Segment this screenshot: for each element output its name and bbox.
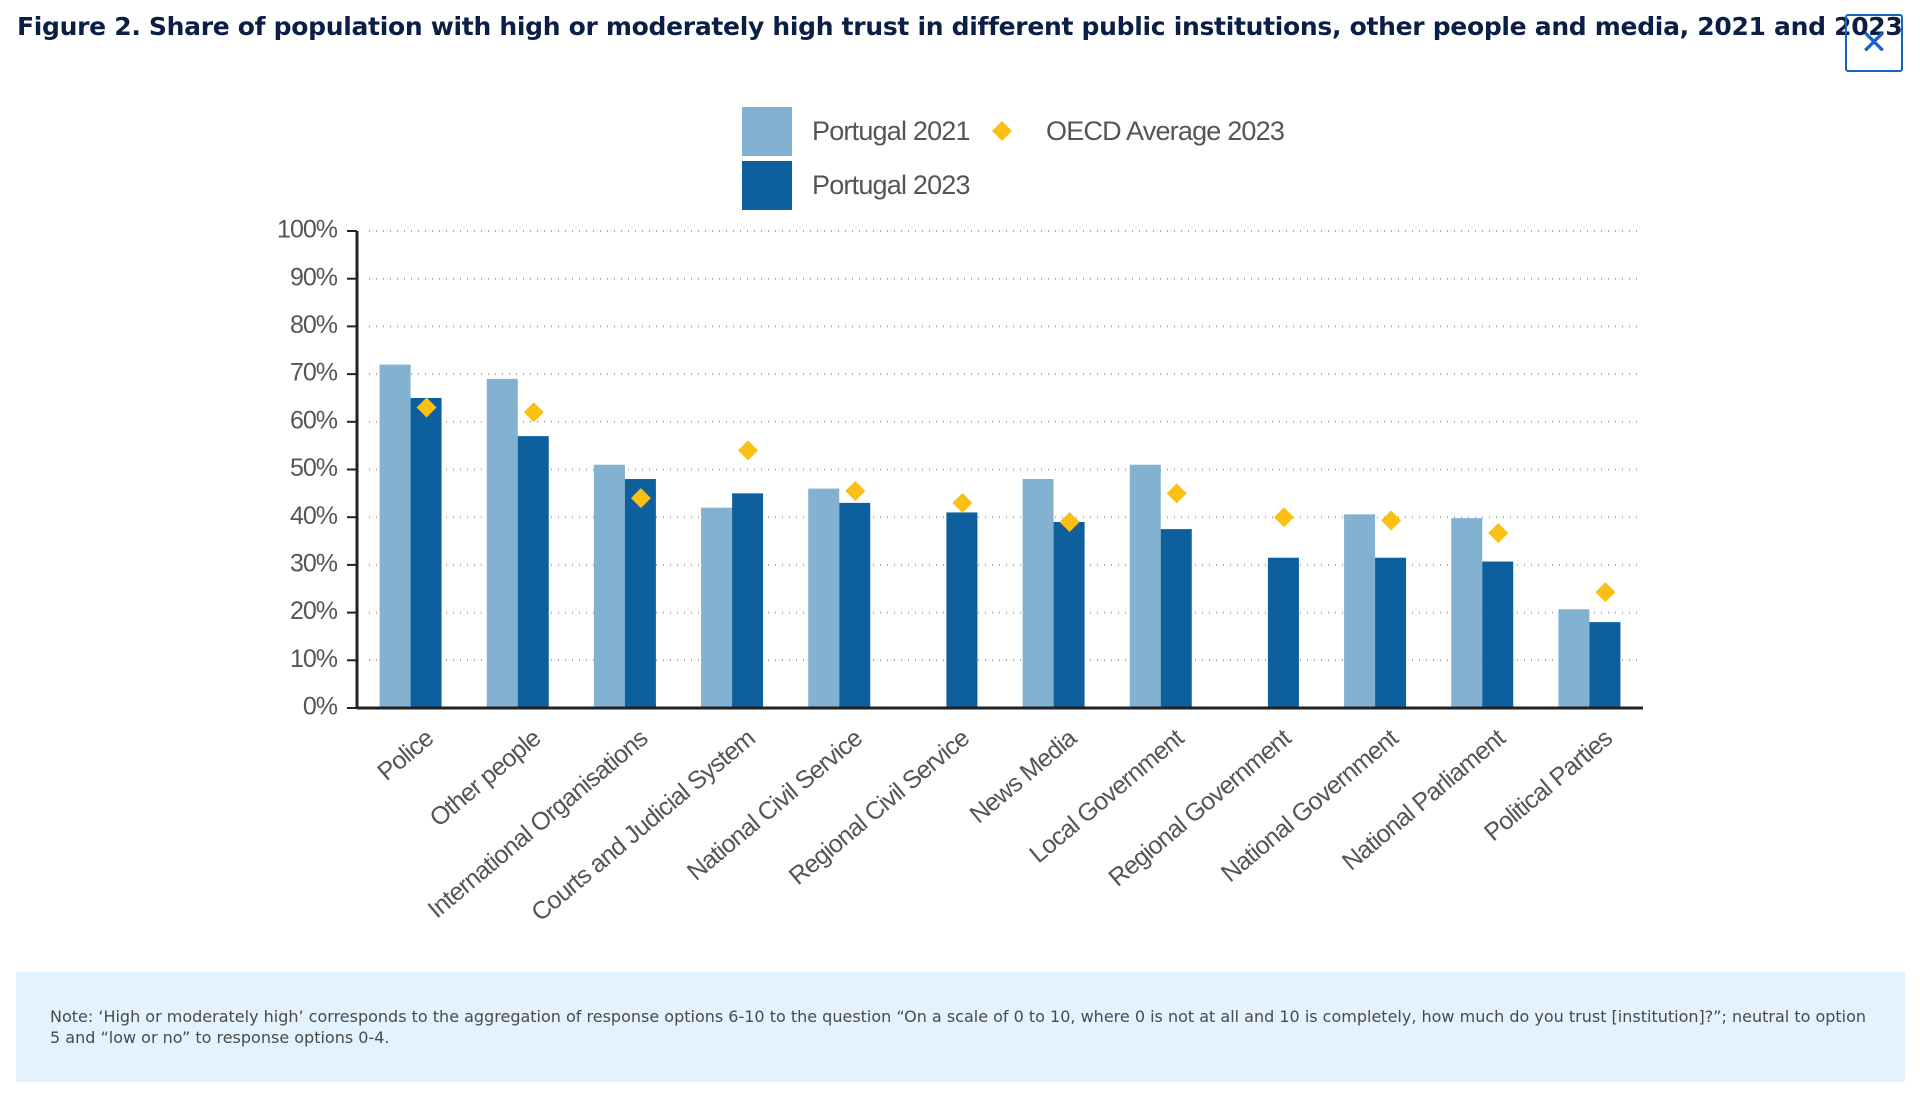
bar — [839, 502, 871, 708]
bar — [1482, 561, 1514, 708]
x-tick-label: Regional Civil Service — [784, 724, 975, 890]
marker — [845, 480, 866, 501]
bar — [1451, 518, 1483, 708]
y-tick-label: 10% — [290, 645, 338, 673]
marker — [1381, 510, 1402, 531]
bar — [486, 378, 518, 708]
bar — [732, 493, 764, 708]
bar — [808, 488, 840, 708]
x-tick-label: Police — [372, 724, 438, 786]
y-tick-label: 20% — [290, 597, 338, 625]
y-tick-label: 0% — [303, 693, 338, 721]
marker — [630, 488, 651, 509]
bar — [1267, 557, 1299, 708]
x-tick-label: International Organisations — [423, 724, 654, 924]
bar — [1558, 609, 1590, 708]
marker — [1488, 522, 1509, 543]
x-tick-label: Courts and Judicial System — [526, 724, 760, 927]
x-tick-label: National Civil Service — [682, 724, 867, 886]
marker — [1166, 483, 1187, 504]
marker — [416, 397, 437, 418]
legend-label: Portugal 2021 — [812, 116, 970, 146]
bar — [379, 364, 411, 708]
legend-label: OECD Average 2023 — [1046, 116, 1284, 146]
bar — [1160, 529, 1192, 708]
y-tick-label: 60% — [290, 406, 338, 434]
x-tick-label: Regional Government — [1103, 724, 1296, 893]
y-tick-label: 90% — [290, 263, 338, 291]
note: Note: ‘High or moderately high’ correspo… — [16, 972, 1905, 1082]
legend-swatch — [742, 161, 792, 210]
y-tick-label: 80% — [290, 311, 338, 339]
bar — [517, 436, 549, 708]
marker — [1059, 511, 1080, 532]
close-button[interactable]: ✕ — [1845, 14, 1903, 72]
y-tick-label: 70% — [290, 359, 338, 387]
marker — [523, 402, 544, 423]
y-tick-label: 40% — [290, 502, 338, 530]
y-tick-label: 100% — [277, 216, 338, 244]
legend-marker — [992, 121, 1012, 141]
marker — [1595, 582, 1616, 603]
bar — [1589, 622, 1621, 708]
legend-label: Portugal 2023 — [812, 170, 970, 200]
y-tick-label: 30% — [290, 550, 338, 578]
bar — [410, 397, 442, 708]
chart: 0% 10% 20% 30% 40% 50% 60% 70% 80% 90% 100% Police O… — [277, 107, 1643, 927]
bar — [593, 464, 625, 708]
marker — [738, 440, 759, 461]
bar — [946, 512, 978, 708]
marker — [952, 492, 973, 513]
bar — [1022, 479, 1054, 708]
marker — [1273, 507, 1294, 528]
bar — [624, 479, 656, 708]
bar — [1375, 557, 1407, 708]
bar — [1053, 521, 1085, 708]
legend-swatch — [742, 107, 792, 156]
bar — [1344, 514, 1376, 708]
figure-title: Figure 2. Share of population with high … — [17, 12, 1903, 41]
y-tick-label: 50% — [290, 454, 338, 482]
bar — [1129, 464, 1161, 708]
x-tick-label: National Government — [1216, 724, 1404, 888]
bar — [701, 507, 733, 708]
